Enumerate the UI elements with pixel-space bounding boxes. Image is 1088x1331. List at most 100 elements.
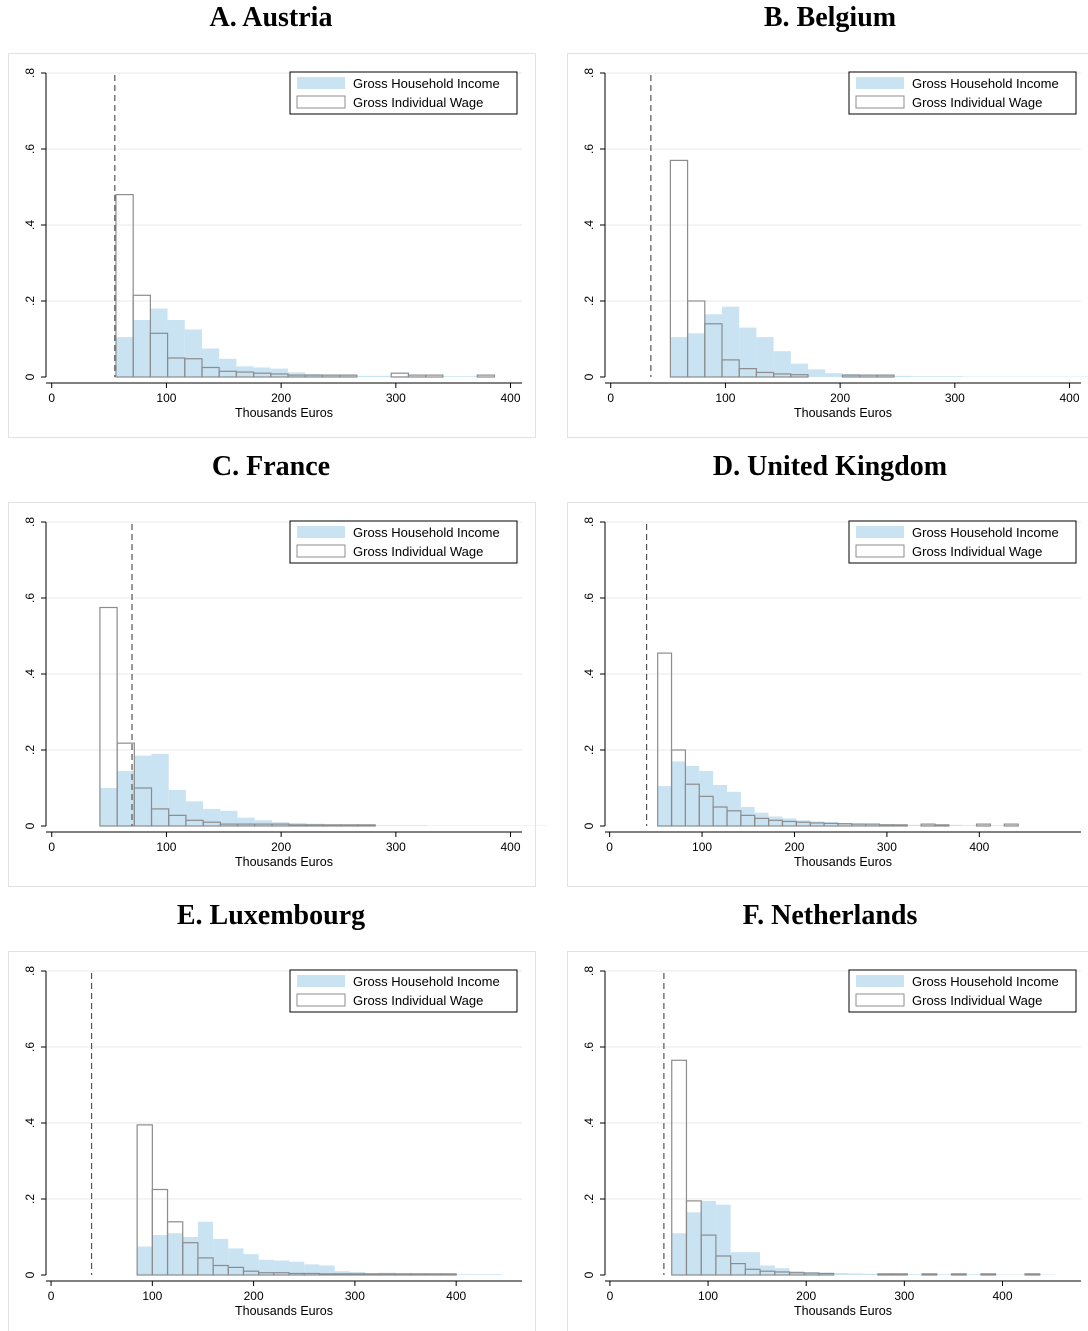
household-income-bar: [168, 789, 186, 826]
household-income-bar: [859, 374, 877, 377]
legend-swatch-wage: [296, 95, 346, 109]
individual-wage-bar: [318, 1273, 336, 1276]
household-income-bar: [825, 373, 843, 377]
legend-swatch-household: [856, 77, 904, 89]
household-income-bar: [745, 1252, 761, 1275]
legend-label: Gross Individual Wage: [353, 95, 483, 110]
household-income-bar: [945, 376, 963, 377]
individual-wage-bar: [476, 374, 496, 378]
individual-wage-bar: [133, 787, 153, 827]
household-income-bar: [863, 1273, 878, 1275]
individual-wage-bar: [425, 1273, 442, 1276]
y-tick-label: .8: [582, 966, 596, 976]
individual-wage-bar: [339, 374, 358, 378]
household-income-bar: [740, 807, 755, 826]
household-income-bar: [796, 820, 811, 826]
x-tick-label: 200: [830, 391, 850, 405]
household-income-bar: [339, 375, 357, 377]
household-income-bar: [374, 375, 392, 377]
household-income-bar: [243, 1254, 259, 1275]
household-income-bar: [699, 770, 714, 826]
individual-wage-bar: [934, 824, 950, 827]
x-axis-label: Thousands Euros: [235, 406, 333, 420]
chart-panel: D. United Kingdom 0 .2 .4 .6 .8 0 100 200 300 400 T…: [567, 451, 1088, 887]
y-tick-label: .6: [582, 1042, 596, 1052]
x-tick-label: 300: [894, 1289, 914, 1303]
household-income-bar: [966, 1274, 981, 1275]
legend-label: Gross Household Income: [353, 974, 500, 989]
household-income-bar: [704, 314, 722, 377]
household-income-bar: [713, 784, 728, 826]
chart-frame: [567, 951, 1088, 1331]
household-income-bar: [671, 761, 686, 826]
household-income-bar: [848, 1273, 864, 1275]
household-income-bar: [754, 812, 769, 826]
household-income-bar: [760, 1265, 775, 1275]
x-tick-label: 300: [345, 1289, 365, 1303]
household-income-bar: [808, 369, 826, 377]
household-income-bar: [687, 333, 705, 377]
household-income-bar: [134, 755, 152, 826]
y-tick-label: .6: [23, 1042, 37, 1052]
y-tick-label: 0: [23, 1271, 37, 1278]
x-tick-label: 400: [992, 1289, 1012, 1303]
legend-swatch-household: [856, 526, 904, 538]
x-tick-label: 400: [446, 1289, 466, 1303]
y-tick-label: 0: [582, 1271, 596, 1278]
household-income-bar: [894, 375, 912, 377]
x-axis-label: Thousands Euros: [235, 855, 333, 869]
household-income-bar: [254, 820, 272, 826]
chart-panel: A. Austria 0 .2 .4 .6 .8 0 100 200 300 400 Thousand…: [8, 2, 536, 438]
household-income-bar: [657, 786, 672, 826]
individual-wage-bar: [1024, 1273, 1041, 1276]
household-income-bar: [137, 1246, 153, 1275]
individual-wage-bar: [409, 1273, 427, 1276]
household-income-bar: [876, 375, 895, 377]
individual-wage-bar: [394, 1273, 412, 1276]
individual-wage-bar: [115, 194, 134, 378]
household-income-bar: [219, 358, 237, 377]
individual-wage-bar: [818, 1272, 835, 1276]
legend-swatch-wage: [855, 993, 905, 1007]
household-income-bar: [334, 1271, 350, 1275]
x-tick-label: 400: [969, 840, 989, 854]
household-income-bar: [115, 337, 134, 377]
x-tick-label: 100: [156, 391, 176, 405]
legend-swatch-wage: [855, 95, 905, 109]
y-tick-label: .4: [23, 220, 37, 230]
y-tick-label: .2: [23, 745, 37, 755]
household-income-bar: [117, 770, 135, 826]
household-income-bar: [273, 1260, 290, 1275]
individual-wage-bar: [425, 374, 444, 378]
household-income-bar: [768, 816, 783, 826]
household-income-bar: [486, 1274, 502, 1275]
household-income-bar: [375, 825, 393, 826]
individual-wage-bar: [357, 824, 376, 827]
individual-wage-bar: [334, 1273, 351, 1276]
y-tick-label: .6: [582, 593, 596, 603]
chart-title: F. Netherlands: [743, 900, 918, 931]
legend-label: Gross Individual Wage: [353, 993, 483, 1008]
individual-wage-bar: [99, 606, 118, 827]
chart-panel: E. Luxembourg 0 .2 .4 .6 .8 0 100 200 300 400 Thous…: [8, 900, 536, 1331]
y-tick-label: .6: [23, 593, 37, 603]
household-income-bar: [150, 308, 168, 377]
individual-wage-bar: [704, 323, 723, 378]
x-tick-label: 100: [142, 1289, 162, 1303]
y-tick-label: .2: [23, 296, 37, 306]
y-tick-label: .4: [582, 669, 596, 679]
household-income-bar: [948, 824, 963, 826]
household-income-bar: [253, 367, 271, 377]
household-income-bar: [907, 824, 922, 826]
household-income-bar: [237, 817, 255, 826]
household-income-bar: [670, 337, 688, 377]
household-income-bar: [833, 1273, 849, 1275]
household-income-bar: [928, 376, 946, 377]
legend-label: Gross Household Income: [912, 525, 1059, 540]
individual-wage-bar: [790, 374, 809, 378]
x-tick-label: 400: [501, 391, 521, 405]
y-tick-label: 0: [582, 822, 596, 829]
household-income-bar: [409, 825, 427, 826]
individual-wage-bar: [921, 1273, 938, 1276]
x-axis-label: Thousands Euros: [235, 1304, 333, 1318]
